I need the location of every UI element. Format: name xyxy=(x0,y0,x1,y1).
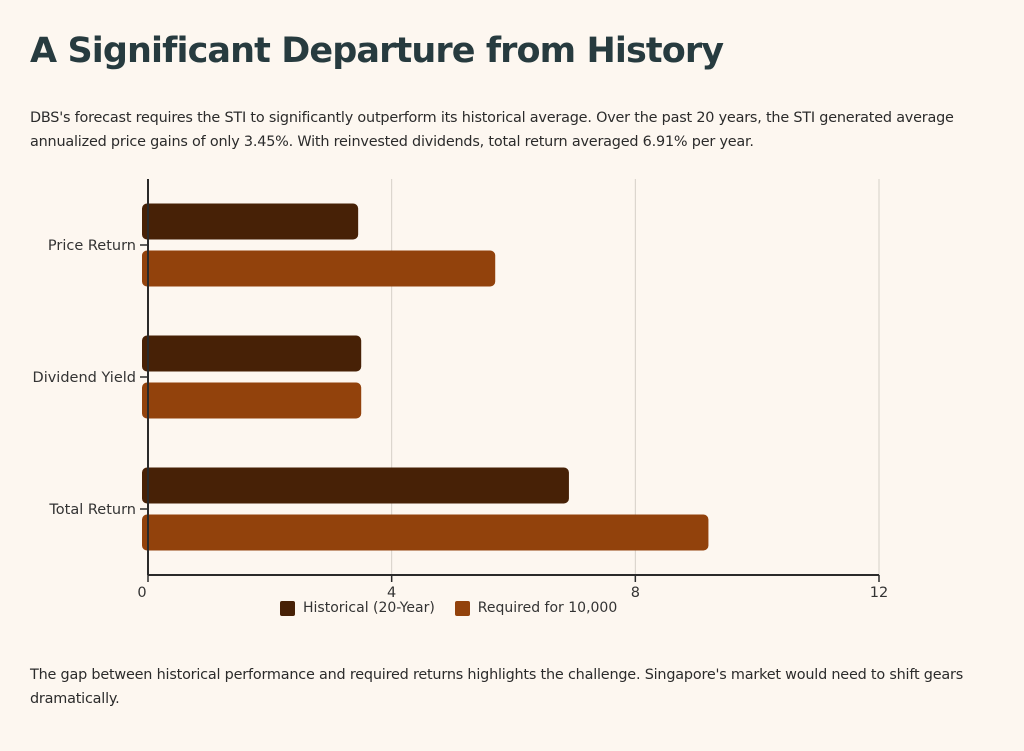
legend-label-historical: Historical (20-Year) xyxy=(303,600,435,616)
bar-historical-2 xyxy=(142,467,569,504)
bar-required-0 xyxy=(142,250,496,287)
x-tick-label-3: 12 xyxy=(870,585,888,601)
intro-paragraph: DBS's forecast requires the STI to signi… xyxy=(30,110,954,150)
legend-item-required: Required for 10,000 xyxy=(454,600,618,616)
bar-required-2 xyxy=(142,514,709,551)
bar-historical-1 xyxy=(142,335,362,372)
legend-item-historical: Historical (20-Year) xyxy=(280,600,435,616)
page-title: A Significant Departure from History xyxy=(30,31,724,71)
y-tick-label-2: Total Return xyxy=(48,502,136,518)
y-tick-label-1: Dividend Yield xyxy=(33,370,136,386)
x-tick-label-1: 4 xyxy=(387,585,396,601)
legend-swatch-required xyxy=(454,600,470,616)
legend-label-required: Required for 10,000 xyxy=(477,600,618,616)
bar-historical-0 xyxy=(142,203,359,240)
chart-legend: Historical (20-Year) Required for 10,000 xyxy=(280,600,637,616)
page: A Significant Departure from History DBS… xyxy=(30,0,994,751)
y-tick-label-0: Price Return xyxy=(48,238,136,254)
bar-required-1 xyxy=(142,382,362,419)
x-tick-label-0: 0 xyxy=(137,585,146,601)
legend-swatch-historical xyxy=(280,600,295,616)
outro-paragraph: The gap between historical performance a… xyxy=(30,667,963,707)
x-tick-label-2: 8 xyxy=(631,585,640,601)
